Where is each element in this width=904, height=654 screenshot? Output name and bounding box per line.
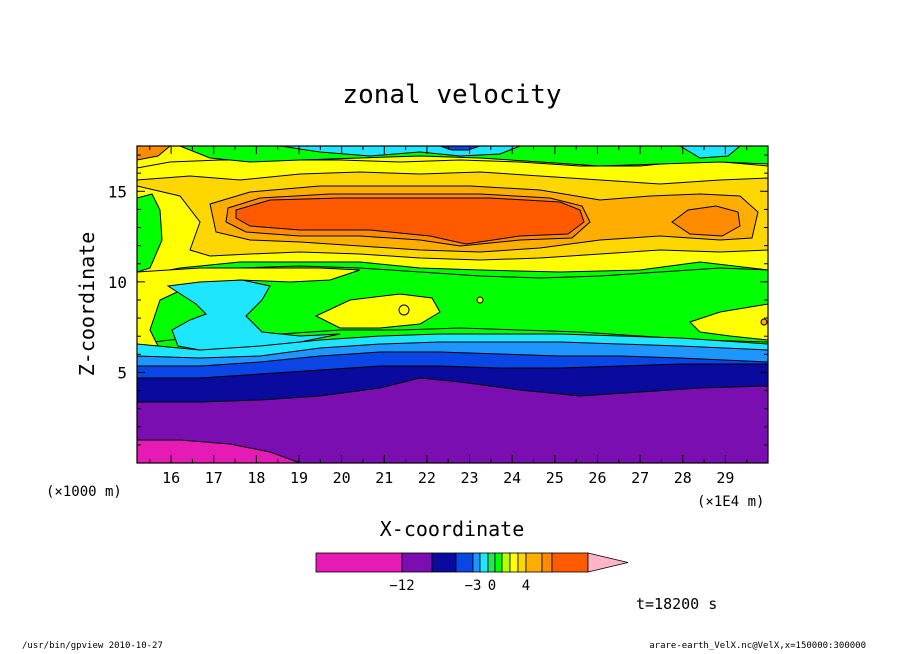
contour-band-magenta <box>137 439 301 463</box>
contour-band-purple <box>137 377 768 463</box>
x-axis-title: X-coordinate <box>380 517 525 541</box>
contour-band-yellow-spot-1 <box>398 304 410 316</box>
colorbar <box>315 552 629 573</box>
contour-band-yellow-mid-center <box>314 293 441 329</box>
contour-band-orange-spot <box>760 318 768 326</box>
colorbar-segment <box>501 552 511 573</box>
x-axis-ticks: 16 17 18 19 20 21 22 23 24 25 26 27 28 29 <box>149 146 748 487</box>
x-tick-label: 19 <box>290 469 308 487</box>
colorbar-extend-triangle <box>587 552 629 573</box>
x-unit-right-label: (×1E4 m) <box>697 494 764 510</box>
x-tick-label: 22 <box>418 469 436 487</box>
y-tick-label: 5 <box>117 363 127 382</box>
y-tick-label: 15 <box>108 182 127 201</box>
x-tick-label: 23 <box>461 469 479 487</box>
colorbar-segment <box>525 552 543 573</box>
colorbar-segment <box>315 552 403 573</box>
footer-command: /usr/bin/gpview 2010-10-27 <box>22 641 163 651</box>
footer-source: arare-earth_VelX.nc@VelX,x=150000:300000 <box>649 641 866 651</box>
x-unit-left-label: (×1000 m) <box>46 484 122 500</box>
x-tick-label: 26 <box>588 469 606 487</box>
colorbar-segment <box>494 552 503 573</box>
colorbar-segment <box>472 552 481 573</box>
colorbar-segment <box>487 552 496 573</box>
colorbar-segment <box>517 552 527 573</box>
colorbar-tick-label: 4 <box>522 578 530 594</box>
contour-band-yellow-right-edge <box>689 303 768 341</box>
colorbar-tick-labels: −12 −3 0 4 <box>389 578 530 594</box>
x-tick-label: 28 <box>674 469 692 487</box>
colorbar-segment <box>541 552 553 573</box>
colorbar-tick-label: −12 <box>389 578 414 594</box>
contour-band-orange-right <box>671 205 741 237</box>
time-label: t=18200 s <box>636 595 717 613</box>
y-axis-title: Z-coordinate <box>75 232 99 377</box>
colorbar-segment <box>455 552 474 573</box>
contour-band-green-left <box>137 193 163 273</box>
colorbar-tick-label: 0 <box>488 578 496 594</box>
colorbar-segment <box>509 552 519 573</box>
contour-field <box>137 146 768 463</box>
x-tick-label: 20 <box>333 469 351 487</box>
plot-frame <box>136 145 769 464</box>
y-tick-label: 10 <box>108 273 127 292</box>
x-tick-label: 24 <box>503 469 521 487</box>
contour-band-cyan-mid <box>166 279 341 351</box>
x-tick-label: 18 <box>247 469 265 487</box>
colorbar-tick-label: −3 <box>465 578 482 594</box>
x-tick-label: 29 <box>716 469 734 487</box>
colorbar-segment <box>479 552 489 573</box>
x-tick-label: 25 <box>546 469 564 487</box>
x-tick-label: 17 <box>205 469 223 487</box>
colorbar-segment <box>431 552 457 573</box>
x-tick-label: 27 <box>631 469 649 487</box>
colorbar-segment <box>401 552 433 573</box>
contour-band-yellow-spot-2 <box>476 296 484 304</box>
contour-band-orange-corner <box>137 146 171 161</box>
contour-band-orange-red <box>235 197 585 245</box>
x-tick-label: 16 <box>162 469 180 487</box>
x-tick-label: 21 <box>375 469 393 487</box>
y-axis-ticks: 5 10 15 <box>108 154 768 446</box>
colorbar-segment <box>551 552 589 573</box>
chart-title: zonal velocity <box>342 80 561 110</box>
